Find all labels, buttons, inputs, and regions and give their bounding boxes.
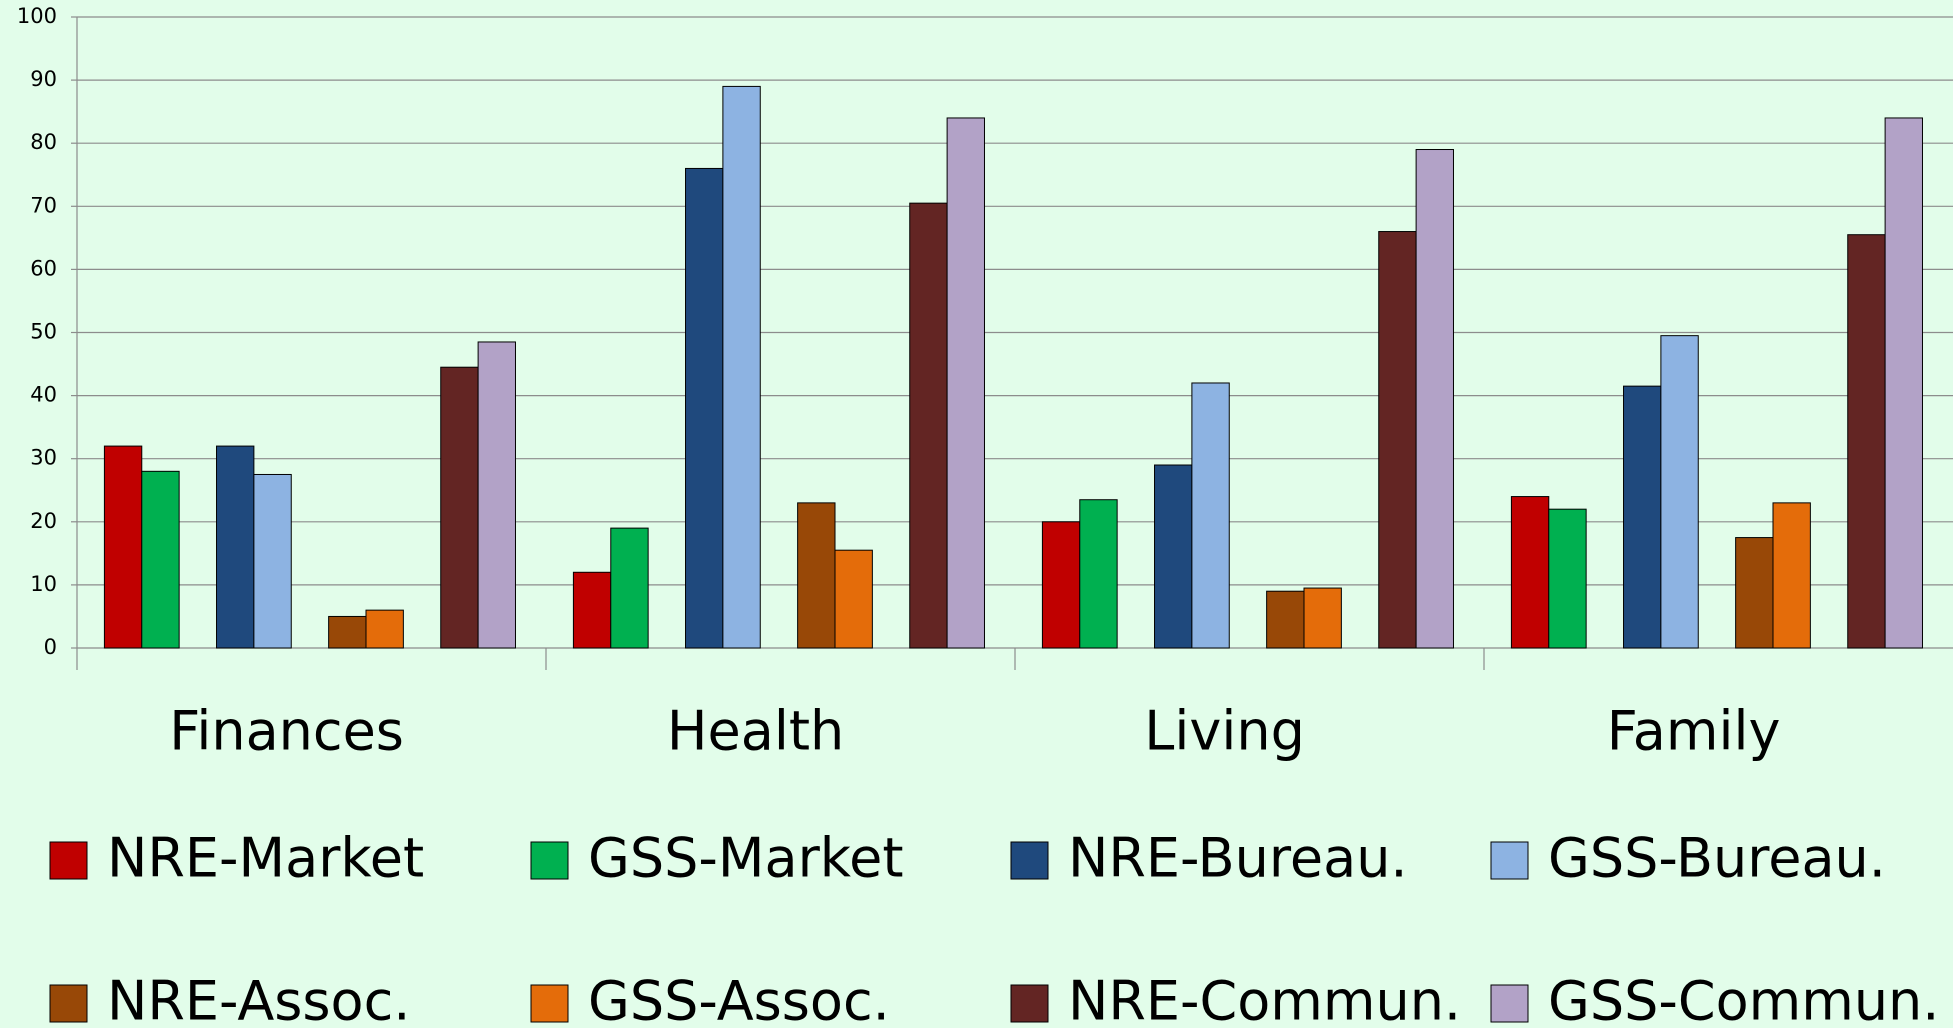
bar [946,117,985,649]
bar [1154,464,1193,649]
legend-swatch [530,984,569,1023]
x-tick-label: Finances [169,700,404,763]
legend-swatch [1490,984,1529,1023]
bar [328,615,367,649]
x-tick-label: Living [1144,700,1305,763]
bar [1378,231,1417,649]
bar [1079,499,1118,649]
legend-label: NRE-Assoc. [107,970,410,1028]
bar [253,473,292,649]
legend-label: GSS-Assoc. [588,970,890,1028]
bar [1041,521,1081,649]
y-tick-label: 30 [30,446,57,470]
bar [1266,590,1305,649]
bar [1415,149,1454,649]
bar [572,571,612,649]
x-tick-label: Health [667,700,844,763]
bar [1303,587,1342,649]
legend-swatch [1010,841,1049,880]
bar [141,470,180,649]
y-tick-label: 90 [30,67,57,91]
y-tick-label: 80 [30,130,57,154]
legend-label: NRE-Bureau. [1068,827,1408,890]
legend-label: NRE-Market [107,827,424,890]
legend-swatch [530,841,569,880]
legend-swatch [49,984,88,1023]
bar [440,366,479,649]
y-tick-label: 20 [30,509,57,533]
bar [1510,496,1550,649]
y-tick-label: 10 [30,572,57,596]
y-tick-label: 0 [44,635,57,659]
bar [685,167,724,649]
bar [1548,508,1587,649]
x-tick-label: Family [1607,700,1781,763]
bar [909,202,948,649]
y-tick-label: 40 [30,383,57,407]
y-tick-label: 60 [30,256,57,280]
legend-label: GSS-Market [588,827,904,890]
y-tick-label: 50 [30,320,57,344]
bar [1735,537,1774,649]
y-tick-label: 100 [17,4,57,28]
legend-label: NRE-Commun. [1068,970,1461,1028]
y-tick-label: 70 [30,193,57,217]
legend-swatch [1490,841,1529,880]
bar [834,549,873,649]
bar [1772,502,1811,649]
legend-swatch [49,841,88,880]
bar [797,502,836,649]
bar [1884,117,1923,649]
bar [365,609,404,649]
bar [1847,234,1886,649]
bar [216,445,255,649]
bar [1191,382,1230,649]
legend-label: GSS-Commun. [1548,970,1939,1028]
bar [610,527,649,649]
legend-swatch [1010,984,1049,1023]
legend-label: GSS-Bureau. [1548,827,1886,890]
bar [1623,385,1662,649]
bar [1660,335,1699,649]
bar [477,341,516,649]
bar [103,445,143,649]
bar [722,85,761,649]
